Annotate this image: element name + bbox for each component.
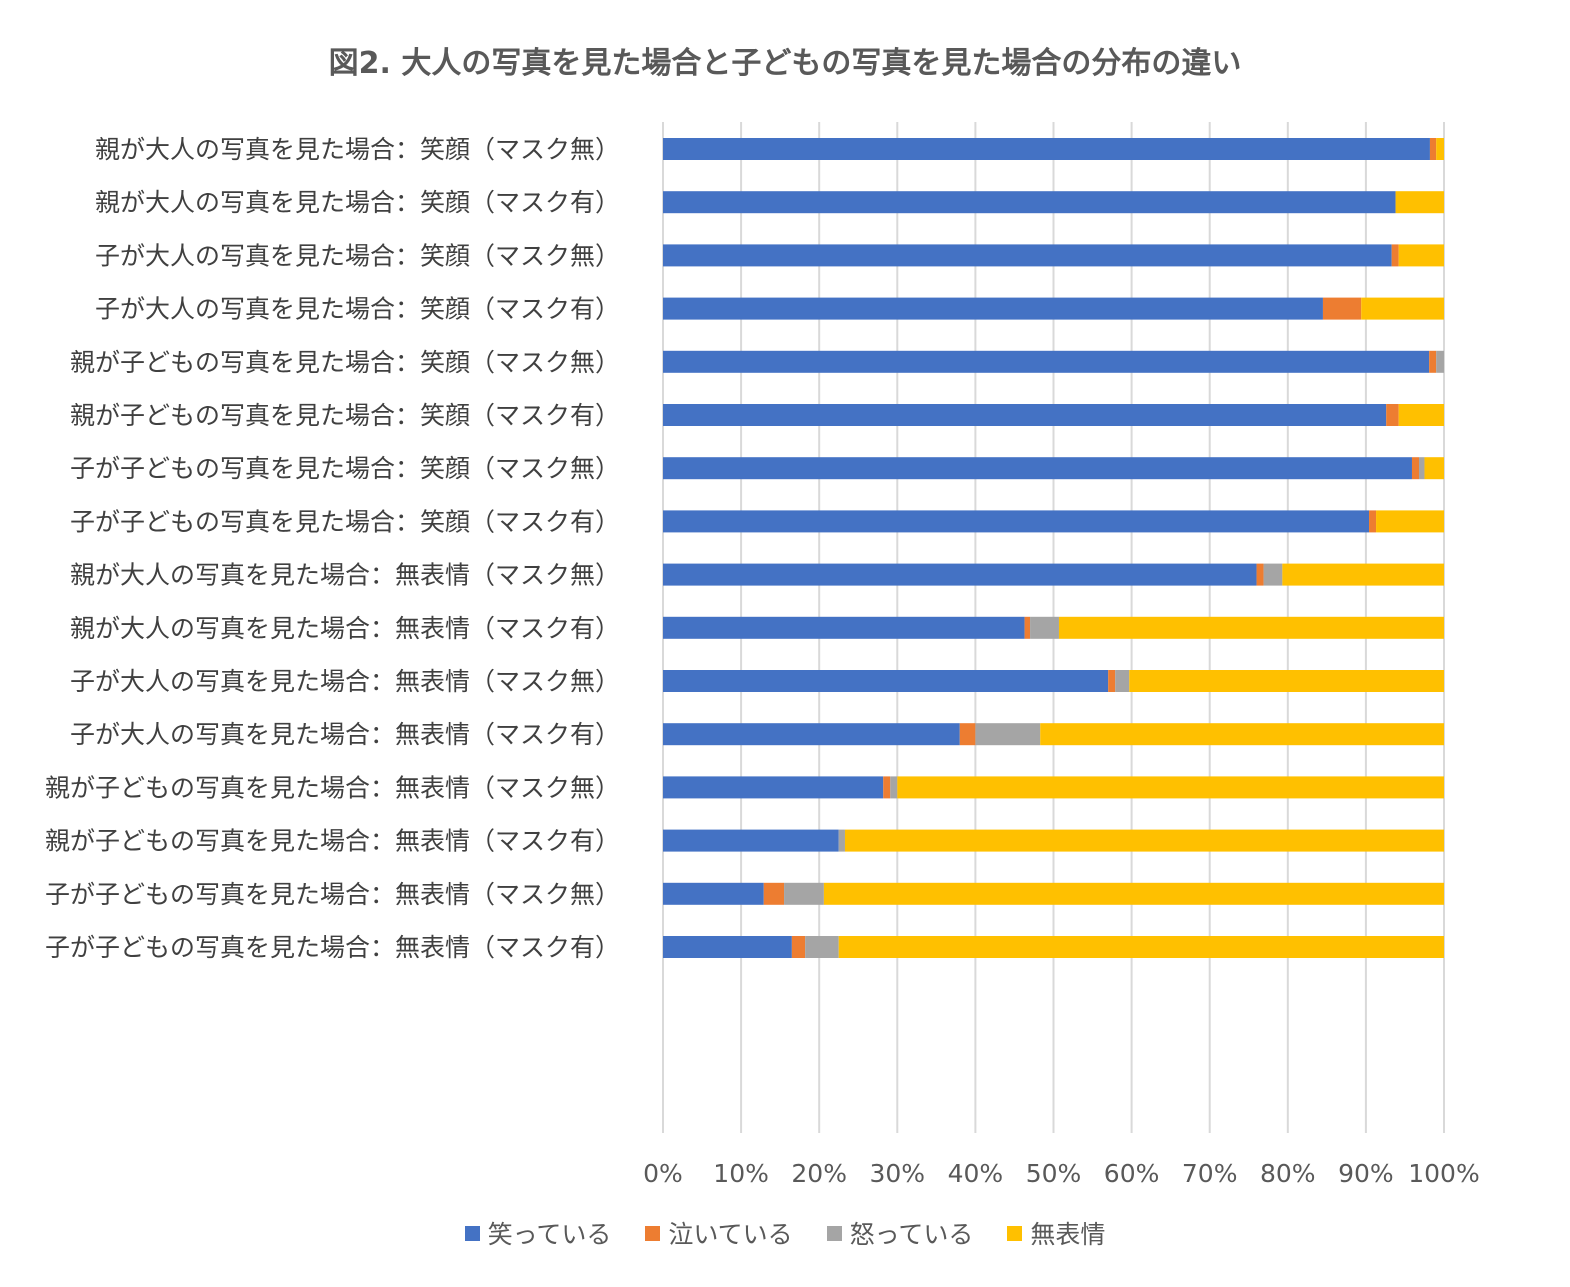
bar-segment-crying <box>1256 563 1264 586</box>
bar-segment-angry <box>975 723 1041 746</box>
bar-segment-neutral <box>838 936 1444 958</box>
row-label: 親が子どもの写真を見た場合：笑顔（マスク有） <box>70 401 620 430</box>
bar-segment-angry <box>1419 457 1425 480</box>
bar-segment-neutral <box>823 882 1444 905</box>
bar-segment-smiling <box>663 882 764 905</box>
row-label: 子が子どもの写真を見た場合：無表情（マスク無） <box>45 880 620 909</box>
row-label: 親が大人の写真を見た場合：笑顔（マスク無） <box>95 135 620 164</box>
bar-segment-crying <box>1429 350 1437 373</box>
row-label: 親が子どもの写真を見た場合：無表情（マスク有） <box>45 827 620 856</box>
row-label: 親が子どもの写真を見た場合：笑顔（マスク無） <box>70 348 620 377</box>
bar-segment-angry <box>1115 670 1130 692</box>
x-tick-label: 100% <box>1408 1159 1479 1188</box>
bar-segment-smiling <box>663 297 1323 320</box>
legend-label-smiling: 笑っている <box>487 1220 612 1249</box>
x-tick-label: 80% <box>1260 1159 1316 1188</box>
x-tick-label: 50% <box>1026 1159 1082 1188</box>
bar-segment-smiling <box>663 191 1396 214</box>
legend-label-angry: 怒っている <box>849 1220 974 1249</box>
row-label: 子が大人の写真を見た場合：無表情（マスク無） <box>70 667 620 696</box>
bar-segment-neutral <box>1398 244 1444 267</box>
bar-segment-smiling <box>663 510 1370 533</box>
bar-segment-crying <box>1369 510 1377 533</box>
chart-title: 図2. 大人の写真を見た場合と子どもの写真を見た場合の分布の違い <box>328 46 1242 81</box>
bar-segment-smiling <box>663 829 839 852</box>
legend-item-crying: 泣いている <box>645 1215 793 1251</box>
legend-swatch-angry <box>826 1225 842 1241</box>
bar-segment-angry <box>890 776 898 799</box>
bar-segment-neutral <box>1398 404 1444 426</box>
x-tick-label: 60% <box>1104 1159 1160 1188</box>
bar-segment-smiling <box>663 776 884 799</box>
x-tick-label: 0% <box>643 1159 683 1188</box>
x-tick-label: 90% <box>1338 1159 1394 1188</box>
bar-segment-neutral <box>844 829 1444 852</box>
row-label: 子が子どもの写真を見た場合：笑顔（マスク有） <box>70 507 620 536</box>
bar-segment-neutral <box>1040 723 1444 746</box>
bar-segment-crying <box>1024 616 1031 639</box>
bar-segment-angry <box>805 936 839 958</box>
row-label: 子が大人の写真を見た場合：笑顔（マスク無） <box>95 241 620 270</box>
bar-segment-neutral <box>1376 510 1444 533</box>
bar-segment-crying <box>1108 670 1116 692</box>
x-tick-label: 40% <box>948 1159 1004 1188</box>
legend-item-neutral: 無表情 <box>1007 1215 1105 1251</box>
bar-segment-neutral <box>1395 191 1444 214</box>
bar-segment-crying <box>1322 297 1362 320</box>
bar-segment-crying <box>763 882 785 905</box>
bar-segment-smiling <box>663 404 1387 426</box>
legend-label-crying: 泣いている <box>668 1220 793 1249</box>
legend-item-angry: 怒っている <box>826 1215 974 1251</box>
bar-segment-angry <box>1030 616 1059 639</box>
legend-swatch-neutral <box>1007 1225 1023 1241</box>
bar-segment-smiling <box>663 138 1430 160</box>
bar-segment-angry <box>784 882 824 905</box>
row-label: 子が大人の写真を見た場合：笑顔（マスク有） <box>95 295 620 324</box>
bar-segment-neutral <box>1129 670 1444 692</box>
bar-segment-smiling <box>663 350 1430 373</box>
bar-segment-crying <box>959 723 976 746</box>
x-tick-label: 70% <box>1182 1159 1238 1188</box>
legend: 笑っている 泣いている 怒っている 無表情 <box>0 1215 1570 1251</box>
legend-swatch-smiling <box>464 1225 480 1241</box>
row-label: 子が大人の写真を見た場合：無表情（マスク有） <box>70 720 620 749</box>
x-tick-label: 10% <box>713 1159 769 1188</box>
bar-segment-neutral <box>1058 616 1444 639</box>
bar-segment-crying <box>1386 404 1399 426</box>
bar-segment-neutral <box>1361 297 1444 320</box>
x-tick-label: 30% <box>870 1159 926 1188</box>
legend-swatch-crying <box>645 1225 661 1241</box>
bar-segment-neutral <box>1424 457 1444 480</box>
bar-segment-neutral <box>897 776 1444 799</box>
row-label: 子が子どもの写真を見た場合：笑顔（マスク無） <box>70 454 620 483</box>
bar-segment-crying <box>1429 138 1437 160</box>
bar-segment-crying <box>791 936 806 958</box>
bar-segment-crying <box>1411 457 1420 480</box>
row-label: 親が子どもの写真を見た場合：無表情（マスク無） <box>45 773 620 802</box>
row-label: 親が大人の写真を見た場合：無表情（マスク無） <box>70 561 620 590</box>
bar-segment-crying <box>883 776 891 799</box>
bar-segment-angry <box>1263 563 1283 586</box>
bar-segment-neutral <box>1436 138 1444 160</box>
bar-segment-smiling <box>663 244 1392 267</box>
bar-segment-crying <box>1391 244 1399 267</box>
bar-segment-angry <box>1436 350 1444 373</box>
bar-segment-smiling <box>663 936 792 958</box>
row-label: 子が子どもの写真を見た場合：無表情（マスク有） <box>45 933 620 962</box>
bar-segment-smiling <box>663 723 960 746</box>
row-label: 親が大人の写真を見た場合：笑顔（マスク有） <box>95 188 620 217</box>
bar-segment-smiling <box>663 457 1412 480</box>
bar-segment-smiling <box>663 670 1109 692</box>
legend-item-smiling: 笑っている <box>464 1215 612 1251</box>
bar-segment-smiling <box>663 563 1257 586</box>
row-label: 親が大人の写真を見た場合：無表情（マスク有） <box>70 614 620 643</box>
bar-segment-smiling <box>663 616 1025 639</box>
bar-segment-neutral <box>1282 563 1444 586</box>
x-tick-label: 20% <box>791 1159 847 1188</box>
bar-segment-angry <box>838 829 845 852</box>
legend-label-neutral: 無表情 <box>1030 1220 1106 1249</box>
